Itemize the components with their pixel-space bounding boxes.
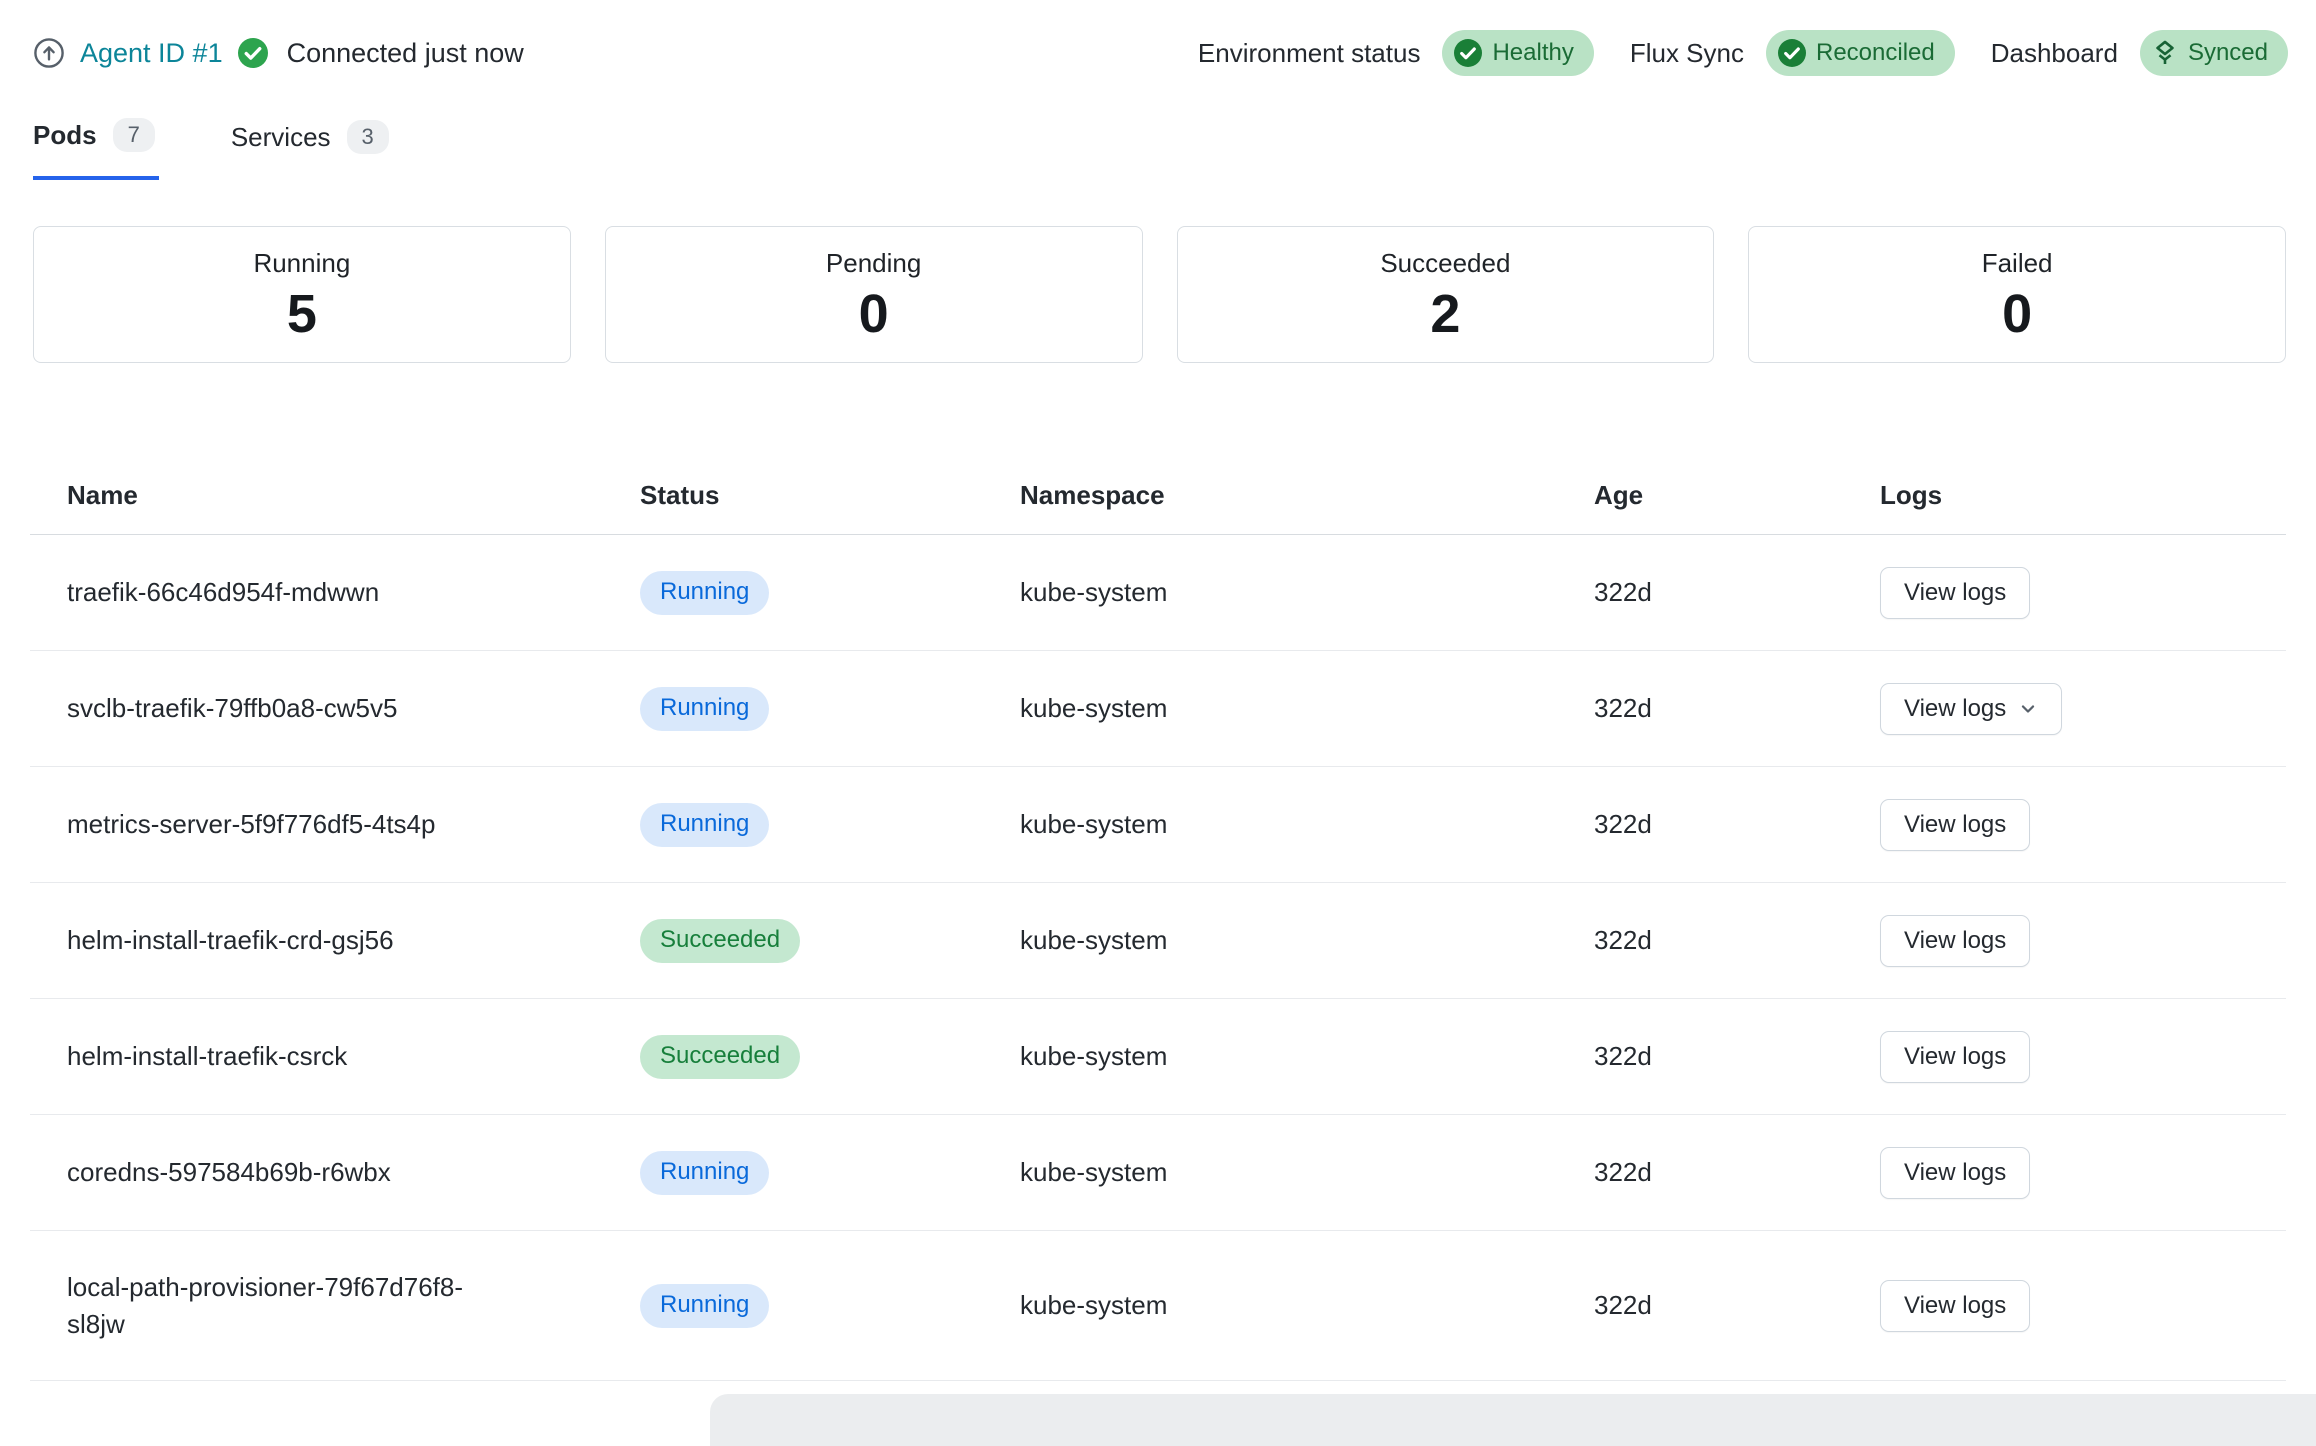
table-row: traefik-66c46d954f-mdwwn Running kube-sy… [30, 535, 2286, 651]
pod-name: traefik-66c46d954f-mdwwn [67, 577, 380, 608]
pod-name: metrics-server-5f9f776df5-4ts4p [67, 809, 436, 840]
stat-card-succeeded: Succeeded 2 [1176, 226, 1715, 363]
age-value: 322d [1594, 1290, 1652, 1320]
pod-name: svclb-traefik-79ffb0a8-cw5v5 [67, 693, 398, 724]
stat-card-pending: Pending 0 [604, 226, 1143, 363]
status-badge: Running [640, 686, 770, 731]
pod-name: coredns-597584b69b-r6wbx [67, 1157, 391, 1188]
tab-pods[interactable]: Pods 7 [33, 118, 159, 180]
connected-check-icon [237, 38, 268, 68]
pods-table: Name Status Namespace Age Logs traefik-6… [30, 457, 2286, 1381]
namespace-value: kube-system [1020, 1290, 1168, 1320]
table-row: svclb-traefik-79ffb0a8-cw5v5 Running kub… [30, 651, 2286, 767]
environment-status-label: Environment status [1197, 37, 1421, 68]
bottom-panel-edge [710, 1394, 2316, 1446]
connected-label: Connected just now [286, 37, 524, 68]
view-logs-button[interactable]: View logs [1880, 1279, 2031, 1332]
age-value: 322d [1594, 693, 1652, 723]
view-logs-button[interactable]: View logs [1880, 566, 2031, 619]
environment-status-badge: Healthy [1442, 30, 1594, 76]
table-row: local-path-provisioner-79f67d76f8-sl8jw … [30, 1231, 2286, 1381]
pod-stats-row: Running 5 Pending 0 Succeeded 2 Failed 0 [33, 226, 2286, 363]
flux-sync-icon [2152, 40, 2178, 66]
view-logs-button[interactable]: View logs [1880, 914, 2031, 967]
dashboard-label: Dashboard [1990, 37, 2118, 68]
age-value: 322d [1594, 577, 1652, 607]
status-badge: Running [640, 1150, 770, 1195]
namespace-value: kube-system [1020, 1041, 1168, 1071]
pod-name: local-path-provisioner-79f67d76f8-sl8jw [67, 1272, 464, 1339]
environment-badges-group: Environment status Healthy Flux Sync Rec… [1198, 30, 2288, 76]
pods-count-badge: 7 [112, 118, 155, 152]
column-header-age: Age [1594, 480, 1644, 510]
namespace-value: kube-system [1020, 693, 1168, 723]
namespace-value: kube-system [1020, 925, 1168, 955]
reconciled-check-icon [1778, 39, 1806, 67]
column-header-status: Status [640, 480, 720, 510]
healthy-check-icon [1454, 39, 1483, 67]
age-value: 322d [1594, 809, 1652, 839]
view-logs-dropdown-button[interactable]: View logs [1880, 682, 2063, 735]
stat-card-running: Running 5 [33, 226, 571, 363]
tab-bar: Pods 7 Services 3 [33, 118, 2316, 180]
table-row: coredns-597584b69b-r6wbx Running kube-sy… [30, 1115, 2286, 1231]
view-logs-button[interactable]: View logs [1880, 1146, 2031, 1199]
column-header-logs: Logs [1880, 480, 1943, 510]
namespace-value: kube-system [1020, 1157, 1168, 1187]
tab-services[interactable]: Services 3 [231, 118, 393, 180]
age-value: 322d [1594, 1157, 1652, 1187]
top-bar: Agent ID #1 Connected just now Environme… [0, 0, 2316, 76]
table-row: metrics-server-5f9f776df5-4ts4p Running … [30, 767, 2286, 883]
view-logs-button[interactable]: View logs [1880, 1030, 2031, 1083]
age-value: 322d [1594, 1041, 1652, 1071]
namespace-value: kube-system [1020, 577, 1168, 607]
status-badge: Running [640, 802, 770, 847]
services-count-badge: 3 [346, 120, 389, 154]
column-header-namespace: Namespace [1020, 480, 1165, 510]
agent-status-group: Agent ID #1 Connected just now [33, 37, 524, 69]
view-logs-button[interactable]: View logs [1880, 798, 2031, 851]
table-row: helm-install-traefik-csrck Succeeded kub… [30, 999, 2286, 1115]
pod-name: helm-install-traefik-csrck [67, 1041, 348, 1072]
stat-card-failed: Failed 0 [1748, 226, 2286, 363]
flux-sync-badge: Reconciled [1766, 30, 1955, 76]
age-value: 322d [1594, 925, 1652, 955]
table-header-row: Name Status Namespace Age Logs [30, 457, 2286, 535]
pod-name: helm-install-traefik-crd-gsj56 [67, 925, 394, 956]
status-badge: Succeeded [640, 918, 801, 963]
chevron-down-icon [2018, 699, 2038, 719]
status-badge: Running [640, 570, 770, 615]
dashboard-synced-badge: Synced [2139, 30, 2288, 76]
status-badge: Running [640, 1283, 770, 1328]
status-badge: Succeeded [640, 1034, 801, 1079]
namespace-value: kube-system [1020, 809, 1168, 839]
flux-sync-label: Flux Sync [1629, 37, 1744, 68]
table-row: helm-install-traefik-crd-gsj56 Succeeded… [30, 883, 2286, 999]
agent-icon [33, 37, 65, 69]
agent-id-link[interactable]: Agent ID #1 [80, 37, 223, 68]
column-header-name: Name [67, 480, 138, 510]
